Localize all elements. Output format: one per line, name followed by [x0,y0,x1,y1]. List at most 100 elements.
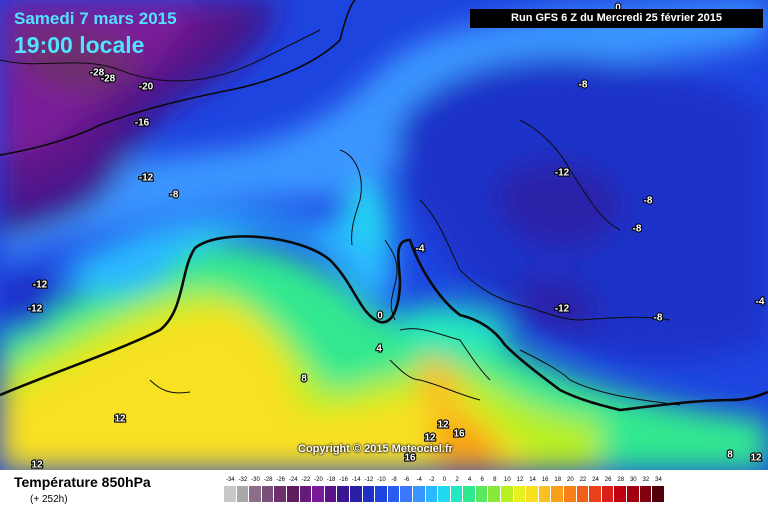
scale-swatch [564,486,577,502]
scale-value: 12 [516,477,524,483]
scale-swatch [400,486,413,502]
isotherm-labels: -28-28 -20 -16 -12 -8 -12 -12 -8 -12 -8 -8 -12 -8 -4 -… [27,2,766,470]
scale-value: -20 [314,477,323,483]
scale-step: 32 [639,474,653,512]
scale-swatch [526,486,539,502]
scale-step: 12 [513,474,527,512]
scale-swatch [261,486,275,502]
isotherm-label: -20 [139,82,154,93]
isotherm-label: -12 [139,173,154,184]
isotherm-label: -8 [170,190,179,201]
scale-swatch [299,486,313,502]
coastlines [0,29,681,406]
isotherm-label: -8 [579,80,588,91]
isotherm-label: 4 [376,344,382,355]
scale-value: -32 [238,477,248,483]
scale-step: 22 [576,474,590,512]
scale-value: 4 [467,477,472,483]
scale-swatch [387,486,401,502]
isotherm-label: 12 [750,453,762,464]
scale-swatch [463,486,476,502]
scale-swatch [501,486,514,502]
scale-step: -16 [337,474,350,512]
scale-value: -28 [263,477,273,483]
isotherm-label: 8 [301,374,307,385]
scale-step: -28 [261,474,275,512]
scale-step: -8 [387,474,401,512]
scale-step: -2 [425,474,439,512]
isotherm-label: 8 [727,450,733,461]
scale-swatch [324,486,338,502]
legend-footer: Température 850hPa (+ 252h) -34 -32 -30 -28… [0,470,768,512]
isotherm-label: -4 [416,244,425,255]
scale-swatch [425,486,439,502]
scale-value: -16 [339,477,348,483]
scale-step: 10 [501,474,514,512]
scale-swatch [274,486,287,502]
forecast-time: 19:00 locale [14,32,145,58]
scale-step: -18 [324,474,338,512]
scale-step: 0 [438,474,451,512]
scale-swatch [450,486,464,502]
scale-value: -6 [403,477,410,483]
scale-swatch [488,486,502,502]
scale-step: -32 [236,474,250,512]
scale-value: 0 [442,477,447,483]
isotherm-label: 16 [404,453,416,464]
scale-value: -30 [251,477,260,483]
scale-step: 24 [589,474,602,512]
scale-swatch [639,486,653,502]
scale-value: 20 [566,477,574,483]
forecast-date: Samedi 7 mars 2015 [14,9,177,28]
zero-isotherm [0,235,768,412]
scale-value: -26 [276,477,285,483]
scale-value: 8 [493,477,497,483]
minus16-isotherm [0,0,356,156]
lead-time: (+ 252h) [30,494,68,505]
scale-value: -24 [288,477,298,483]
isotherm-label: -8 [633,224,642,235]
scale-value: -4 [416,477,422,483]
scale-value: 22 [579,477,587,483]
scale-value: 16 [541,477,549,483]
isotherm-label: 0 [615,3,621,14]
scale-value: 30 [629,477,637,483]
isotherm-label: -8 [654,313,663,324]
scale-swatch [614,486,627,502]
scale-step: 18 [551,474,565,512]
isotherm-label: -8 [644,196,653,207]
scale-value: 2 [455,477,459,483]
scale-step: 30 [627,474,640,512]
scale-step: 8 [488,474,502,512]
scale-swatch [438,486,451,502]
scale-swatch [576,486,590,502]
isotherm-label: 12 [31,460,43,470]
scale-swatch [513,486,527,502]
scale-value: -34 [225,477,235,483]
scale-swatch [362,486,376,502]
scale-step: -6 [400,474,413,512]
scale-value: -18 [326,477,336,483]
scale-swatch [249,486,262,502]
scale-swatch [375,486,388,502]
scale-step: -20 [312,474,325,512]
scale-step: 34 [652,474,665,512]
scale-value: -22 [301,477,311,483]
isotherm-label: -12 [555,304,570,315]
scale-step: 26 [601,474,615,512]
scale-value: 26 [604,477,612,483]
scale-step: -34 [224,474,237,512]
scale-value: -12 [364,477,374,483]
scale-value: 32 [642,477,650,483]
scale-swatch [312,486,325,502]
scale-swatch [589,486,602,502]
scale-step: -26 [274,474,287,512]
scale-swatch [337,486,350,502]
scale-swatch [601,486,615,502]
scale-step: 20 [564,474,577,512]
scale-step: 14 [526,474,539,512]
copyright-notice: Copyright © 2015 Meteociel.fr [298,443,453,455]
scale-value: -14 [351,477,361,483]
scale-value: 34 [655,477,662,483]
